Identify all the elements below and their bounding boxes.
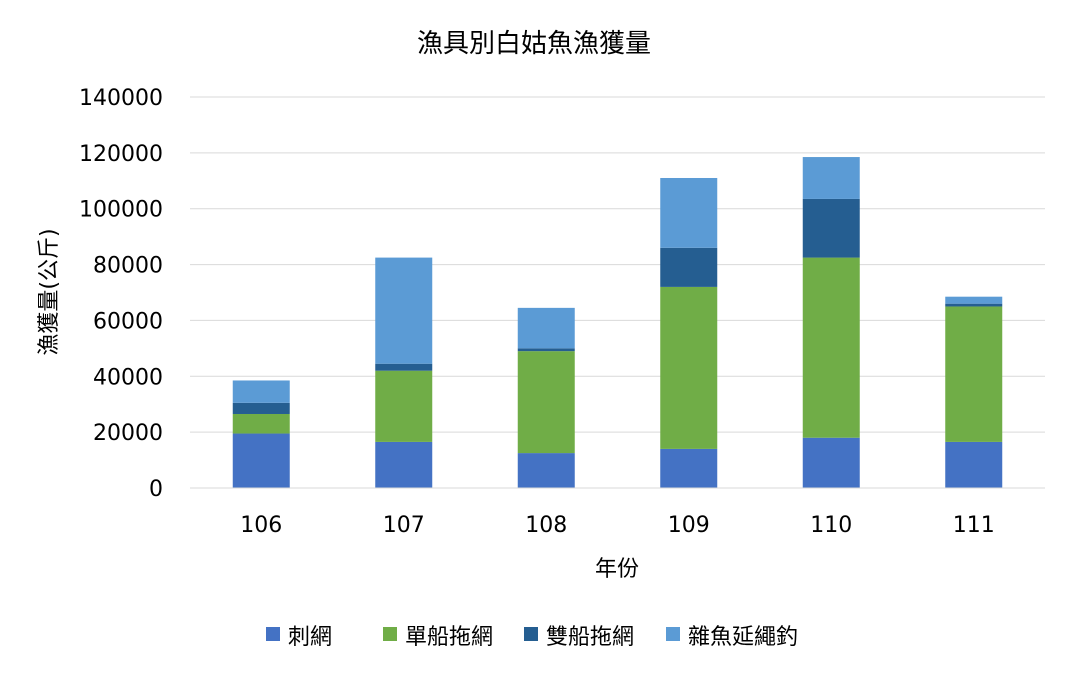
bar-segment — [517, 351, 575, 454]
bar-segment — [802, 157, 860, 199]
x-axis-title: 年份 — [595, 557, 639, 582]
bar-segment — [660, 448, 718, 488]
x-tick-label: 109 — [668, 513, 710, 538]
bar-segment — [517, 348, 575, 352]
bar-segment — [375, 370, 433, 442]
bar-segment — [517, 453, 575, 488]
y-tick-label: 140000 — [79, 86, 163, 111]
y-tick-label: 120000 — [79, 142, 163, 167]
legend: 刺網 單船拖網 雙船拖網 雜魚延繩釣 — [266, 625, 798, 650]
bar-segment — [375, 363, 433, 371]
y-axis-tick-labels: 0 20000 40000 60000 80000 100000 120000 140000 — [79, 86, 163, 502]
y-tick-label: 60000 — [93, 309, 163, 334]
x-axis-tick-labels: 106 107 108 109 110 111 — [240, 513, 995, 538]
bar-segment — [232, 380, 290, 403]
bar-segment — [945, 303, 1003, 307]
x-tick-label: 106 — [240, 513, 282, 538]
legend-label: 刺網 — [288, 625, 332, 650]
gridlines — [190, 96, 1045, 433]
legend-swatch — [666, 627, 680, 641]
bar-segment — [802, 198, 860, 258]
bar-segment — [232, 433, 290, 488]
bar-segment — [660, 177, 718, 248]
legend-swatch — [524, 627, 538, 641]
bar-segment — [232, 413, 290, 434]
bar-segment — [375, 257, 433, 364]
x-tick-label: 110 — [810, 513, 852, 538]
x-tick-label: 111 — [953, 513, 995, 538]
bar-segment — [802, 257, 860, 438]
y-tick-label: 0 — [149, 477, 163, 502]
y-tick-label: 20000 — [93, 421, 163, 446]
legend-swatch — [383, 627, 397, 641]
legend-label: 雙船拖網 — [546, 625, 634, 650]
legend-swatch — [266, 627, 280, 641]
bars — [232, 157, 1003, 488]
bar-segment — [802, 437, 860, 488]
bar-segment — [945, 296, 1003, 304]
legend-label: 雜魚延繩釣 — [688, 625, 798, 650]
bar-segment — [375, 441, 433, 488]
chart-title: 漁具別白姑魚漁獲量 — [417, 29, 651, 59]
y-axis-title: 漁獲量(公斤) — [37, 228, 62, 355]
bar-segment — [660, 286, 718, 449]
y-tick-label: 40000 — [93, 365, 163, 390]
x-tick-label: 108 — [525, 513, 567, 538]
bar-segment — [945, 441, 1003, 488]
bar-segment — [945, 306, 1003, 442]
legend-label: 單船拖網 — [405, 625, 493, 650]
y-tick-label: 80000 — [93, 254, 163, 279]
bar-segment — [232, 402, 290, 414]
y-tick-label: 100000 — [79, 198, 163, 223]
bar-segment — [660, 247, 718, 287]
bar-segment — [517, 307, 575, 349]
x-tick-label: 107 — [383, 513, 425, 538]
